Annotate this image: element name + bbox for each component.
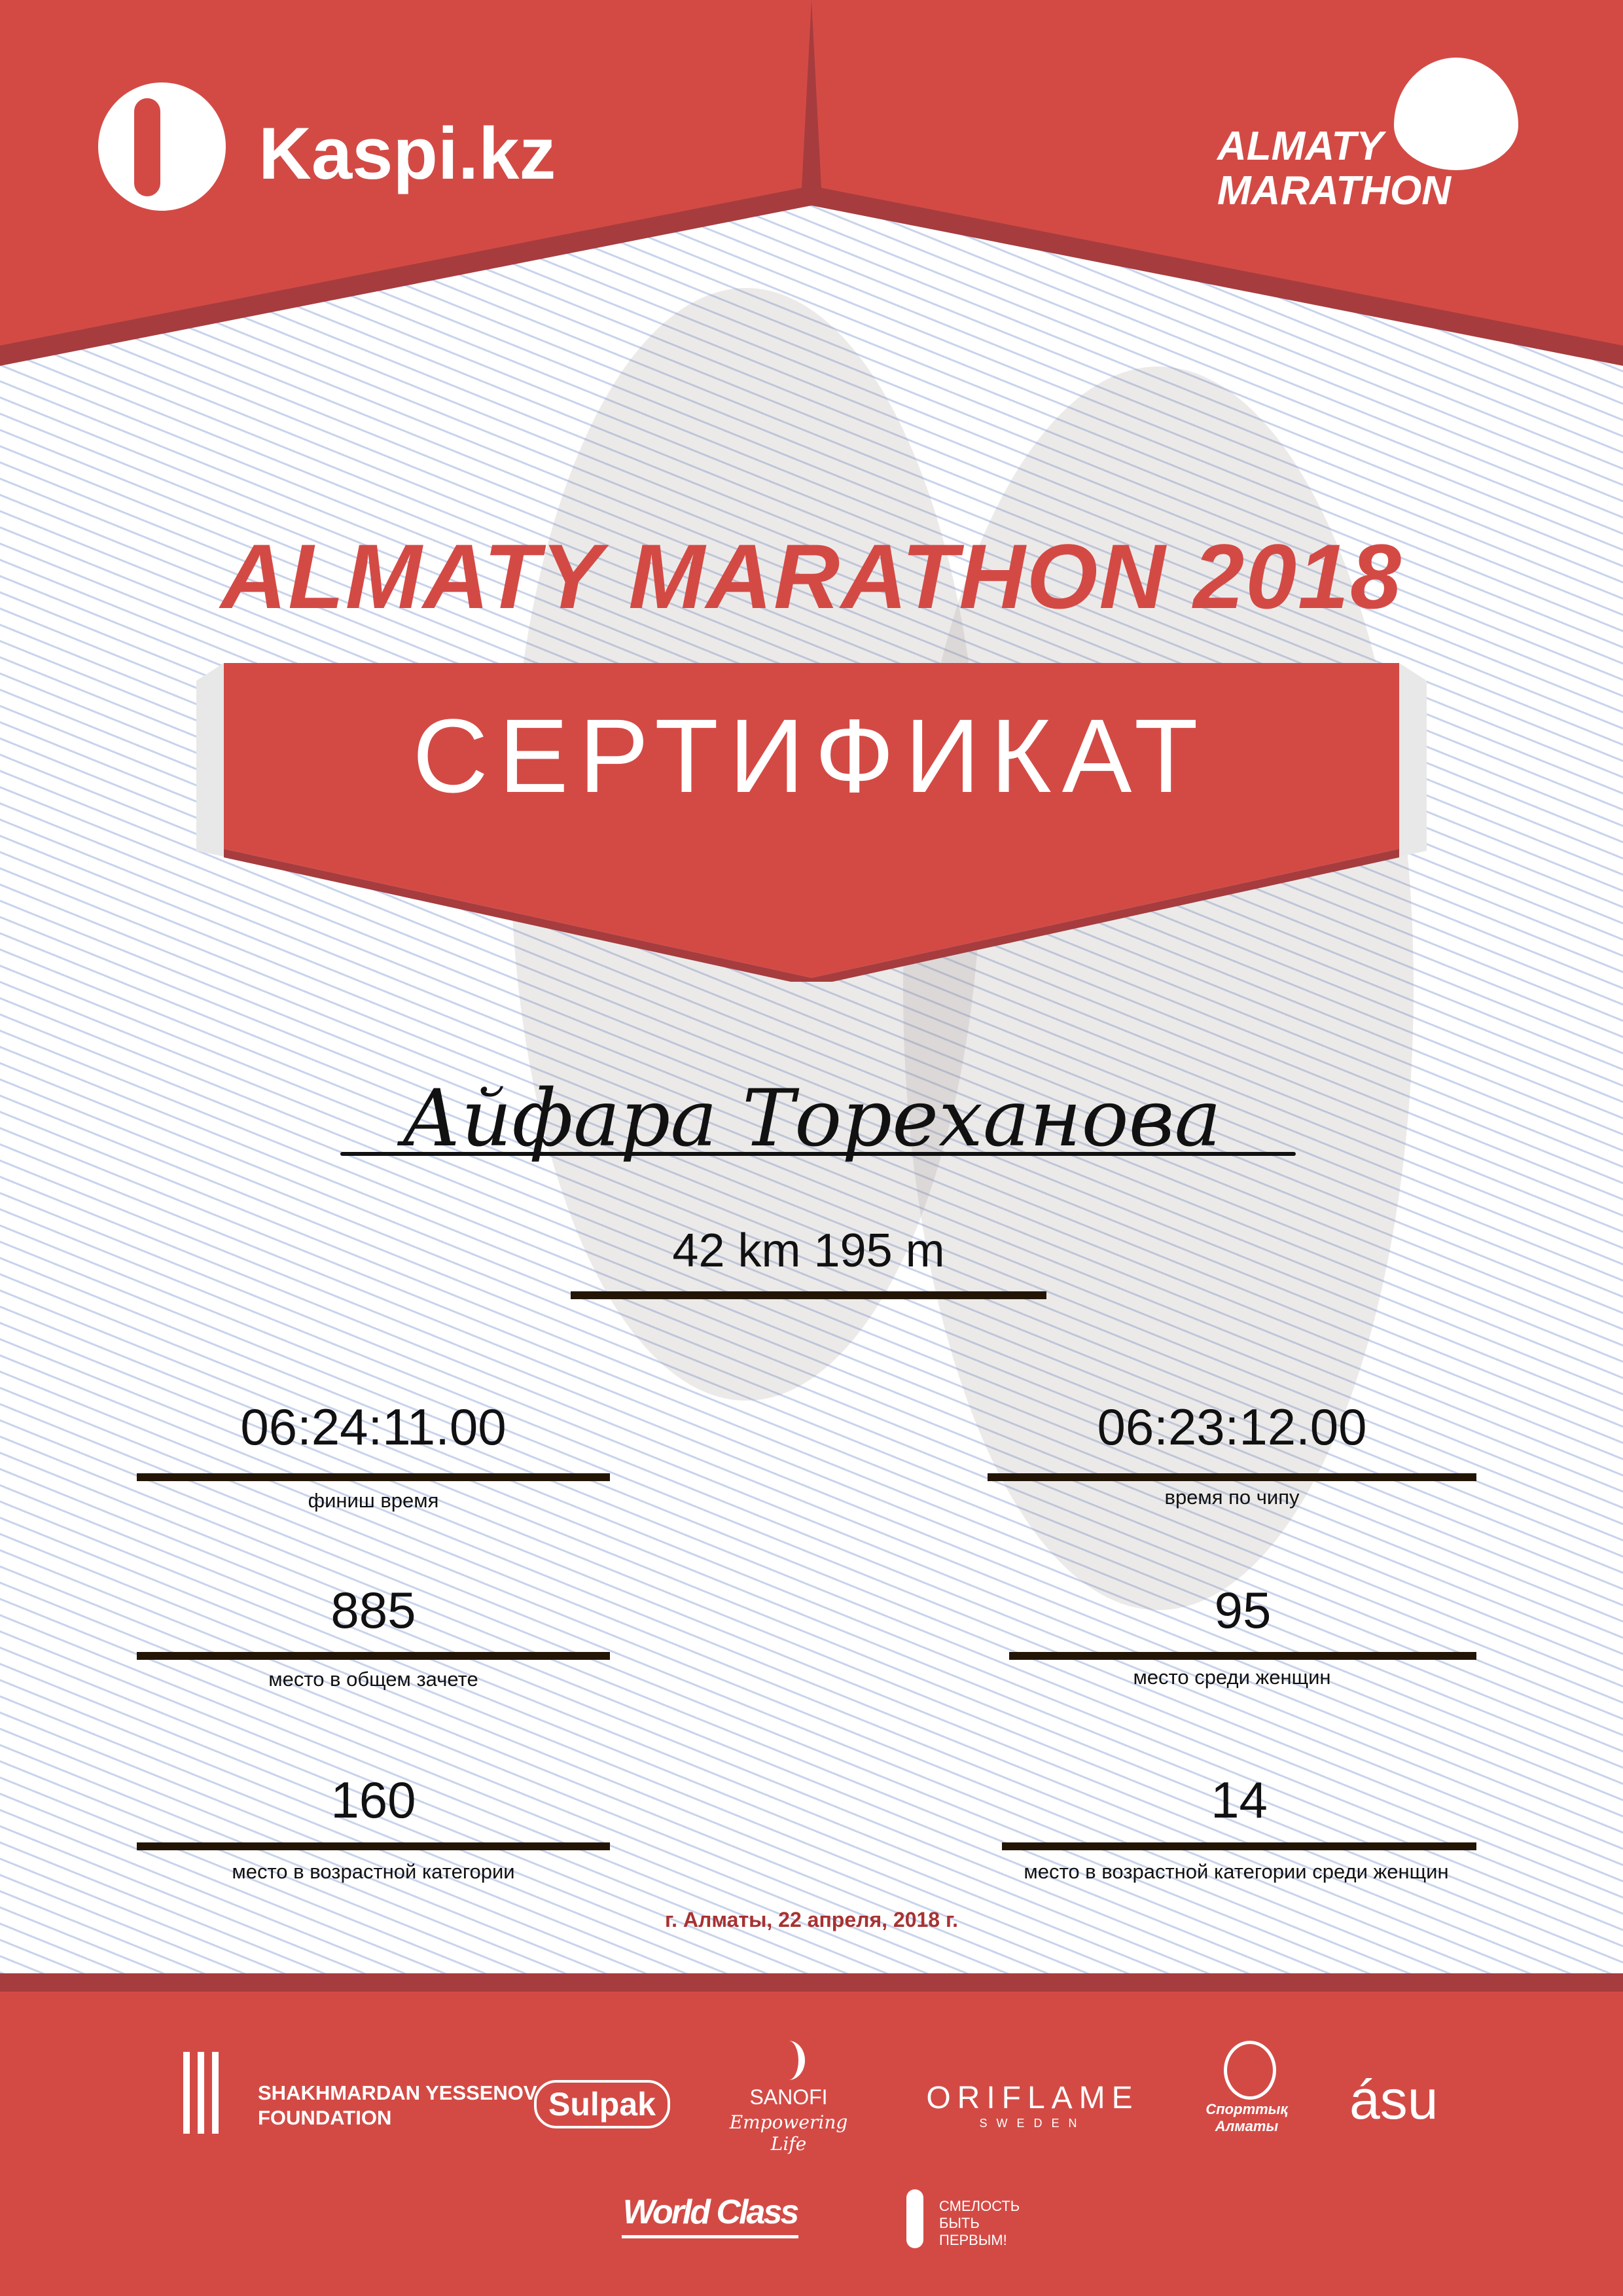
logo-line-almaty: ALMATY — [1217, 124, 1383, 169]
age-category-label: место в возрастной категории — [232, 1860, 515, 1883]
event-title: ALMATY MARATHON 2018 — [221, 525, 1402, 628]
women-place-value: 95 — [1214, 1581, 1272, 1639]
distance-underline — [571, 1291, 1046, 1299]
overall-place-label: место в общем зачете — [268, 1668, 478, 1691]
yessenov-bars-icon — [183, 2052, 219, 2134]
certificate-banner — [196, 663, 1427, 982]
runner-figure-icon — [906, 2189, 923, 2248]
sponsors-footer — [0, 1973, 1623, 2296]
asu-logo: ásu — [1349, 2069, 1438, 2130]
distance-value: 42 km 195 m — [672, 1225, 945, 1277]
chip-time-underline — [988, 1473, 1476, 1481]
age-category-underline — [137, 1842, 610, 1850]
oriflame-sub: SWEDEN — [979, 2117, 1086, 2130]
certificate-heading: СЕРТИФИКАТ — [412, 697, 1209, 814]
smelost-text: СМЕЛОСТЬ БЫТЬ ПЕРВЫМ! — [939, 2198, 1020, 2248]
women-age-category-place-value: 14 — [1211, 1771, 1268, 1829]
sanofi-name: SANOFI — [749, 2085, 828, 2109]
runner-drop-icon — [1394, 58, 1518, 170]
name-flourish — [340, 1152, 1296, 1156]
yessenov-line2: FOUNDATION — [258, 2106, 392, 2129]
kaspi-figure-icon — [134, 98, 160, 196]
finish-time-value: 06:24:11.00 — [240, 1398, 507, 1456]
sport-almaty-emblem-icon — [1224, 2041, 1276, 2100]
sanofi-tagline: Empowering Life — [729, 2111, 848, 2155]
overall-place-underline — [137, 1652, 610, 1660]
sanofi-bird-icon — [772, 2041, 805, 2080]
sulpak-logo: Sulpak — [534, 2080, 670, 2128]
participant-name: Айфара Тореханова — [401, 1073, 1222, 1164]
age-category-place-value: 160 — [330, 1771, 416, 1829]
logo-line-marathon: MARATHON — [1217, 168, 1452, 213]
oriflame-name: ORIFLAME — [926, 2081, 1139, 2115]
women-age-category-label: место в возрастной категории среди женщи… — [1024, 1860, 1449, 1883]
date-place: г. Алматы, 22 апреля, 2018 г. — [665, 1908, 958, 1931]
kaspi-logo-icon — [98, 82, 226, 211]
runner-photo-woman — [903, 367, 1414, 1610]
women-place-underline — [1009, 1652, 1476, 1660]
yessenov-line1: SHAKHMARDAN YESSENOV — [258, 2081, 537, 2104]
chip-time-value: 06:23:12.00 — [1097, 1398, 1367, 1456]
sport-almaty-name: Спорттық Алматы — [1205, 2101, 1288, 2134]
chip-time-label: время по чипу — [1164, 1486, 1300, 1509]
overall-place-value: 885 — [330, 1581, 416, 1639]
kaspi-logo-text: Kaspi.kz — [259, 113, 556, 194]
women-age-category-underline — [1002, 1842, 1476, 1850]
finish-time-underline — [137, 1473, 610, 1481]
header-chevron — [0, 0, 1623, 366]
worldclass-logo: World Class — [622, 2189, 799, 2238]
finish-time-label: финиш время — [308, 1489, 439, 1512]
women-place-label: место среди женщин — [1133, 1666, 1331, 1689]
